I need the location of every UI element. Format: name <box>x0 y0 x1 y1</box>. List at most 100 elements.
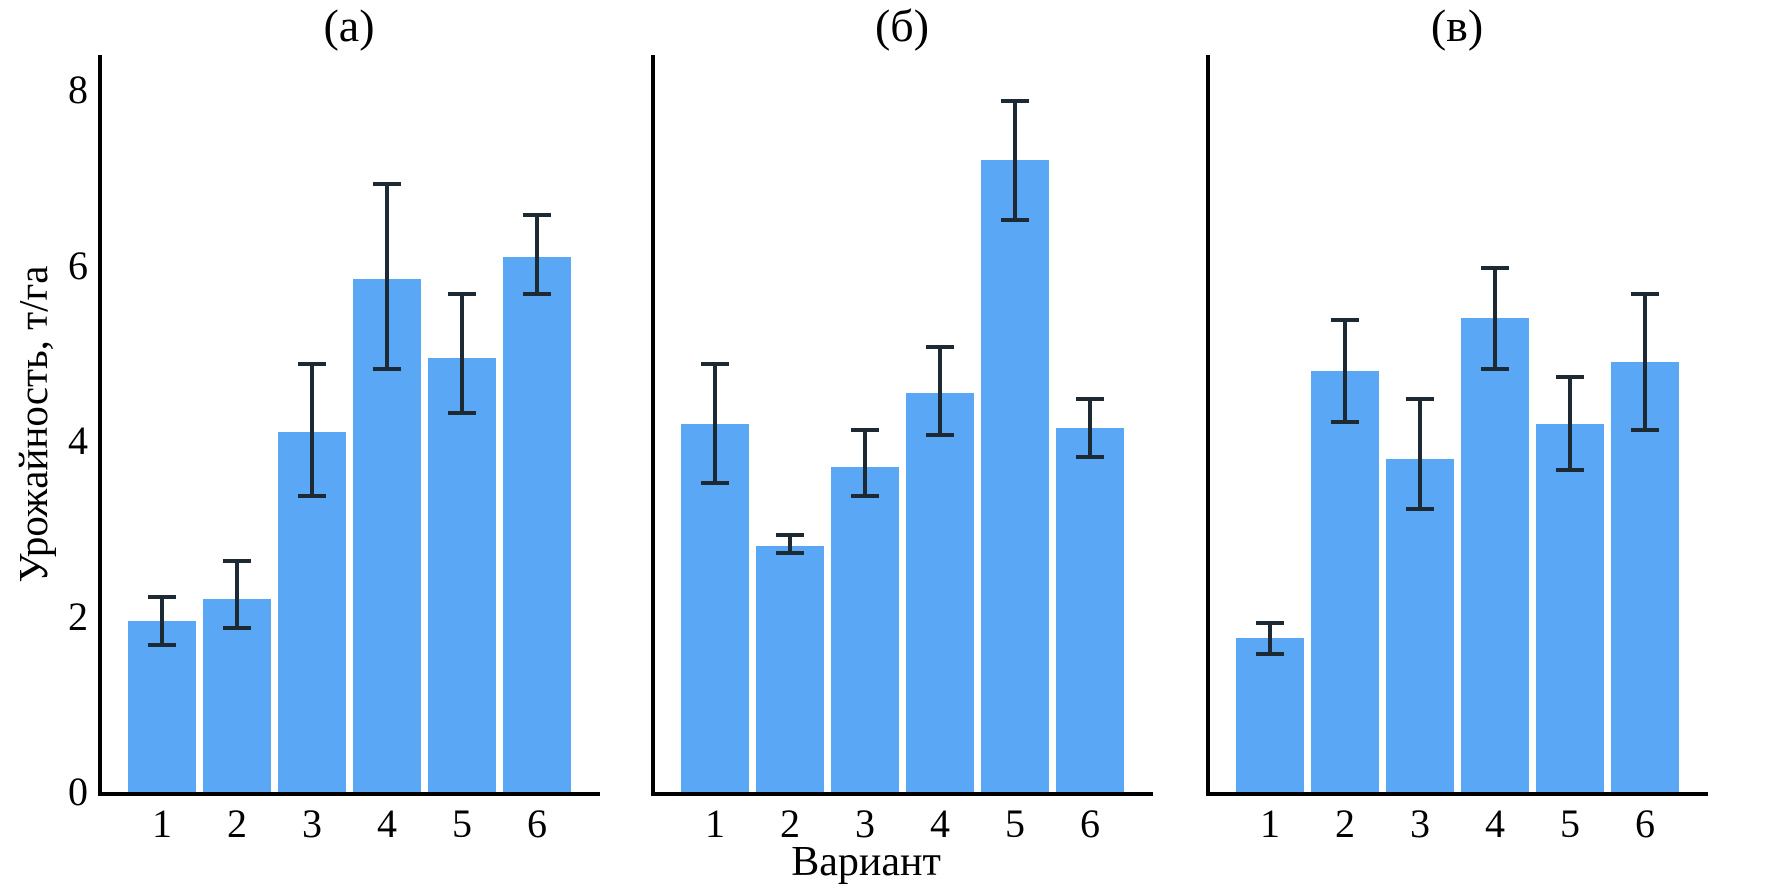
bar-b-3 <box>831 467 899 792</box>
bar-v-1 <box>1236 638 1304 792</box>
error-cap-lower-b-2 <box>776 551 804 556</box>
error-cap-upper-b-6 <box>1076 397 1104 402</box>
y-tick-label-0: 0 <box>68 769 88 814</box>
x-tick-label-v-6: 6 <box>1635 801 1655 846</box>
error-cap-lower-b-5 <box>1001 217 1029 222</box>
bar-b-1 <box>681 423 749 792</box>
error-cap-lower-v-5 <box>1556 467 1584 472</box>
error-bar-a-6 <box>535 212 539 297</box>
bar-a-2 <box>203 598 271 792</box>
error-cap-upper-v-2 <box>1331 318 1359 323</box>
error-bar-v-2 <box>1343 318 1347 424</box>
x-tick-label-a-6: 6 <box>527 801 547 846</box>
panel-a-title: (а) <box>323 0 375 51</box>
error-cap-lower-v-6 <box>1631 428 1659 433</box>
bar-v-5 <box>1536 423 1604 792</box>
error-cap-lower-b-3 <box>851 494 879 499</box>
bar-a-5 <box>428 357 496 792</box>
error-bar-a-4 <box>385 182 389 371</box>
error-bar-a-5 <box>460 291 464 415</box>
panel-v: (в) 1 2 3 4 5 6 <box>1206 0 1708 891</box>
bar-v-6 <box>1611 362 1679 792</box>
x-tick-label-a-5: 5 <box>452 801 472 846</box>
error-bar-a-1 <box>160 594 164 648</box>
error-cap-upper-a-5 <box>448 291 476 296</box>
y-tick-label-4: 4 <box>68 418 88 464</box>
error-cap-lower-v-4 <box>1481 366 1509 371</box>
error-bar-v-5 <box>1568 375 1572 472</box>
error-cap-lower-b-1 <box>701 480 729 485</box>
error-bar-b-4 <box>938 344 942 437</box>
bar-a-1 <box>128 620 196 792</box>
error-bar-b-3 <box>863 427 867 499</box>
error-bar-v-4 <box>1493 265 1497 371</box>
bar-b-2 <box>756 546 824 792</box>
error-bar-v-3 <box>1418 397 1422 512</box>
x-tick-label-a-4: 4 <box>377 801 397 846</box>
error-bar-b-6 <box>1088 397 1092 459</box>
bar-b-4 <box>906 392 974 792</box>
error-cap-lower-a-3 <box>298 494 326 499</box>
error-cap-upper-a-6 <box>523 212 551 217</box>
error-bar-v-1 <box>1268 620 1272 656</box>
bar-v-2 <box>1311 370 1379 792</box>
panel-v-title: (в) <box>1430 0 1484 51</box>
error-cap-upper-a-4 <box>373 182 401 187</box>
x-tick-label-v-3: 3 <box>1410 801 1430 846</box>
error-cap-upper-b-1 <box>701 362 729 367</box>
error-cap-upper-a-1 <box>148 594 176 599</box>
y-tick-label-2: 2 <box>68 593 88 639</box>
x-axis-label: Вариант <box>791 839 941 885</box>
panel-b-title: (б) <box>874 0 930 51</box>
error-cap-upper-b-4 <box>926 344 954 349</box>
error-cap-upper-v-5 <box>1556 375 1584 380</box>
panel-b-plot <box>651 55 1153 796</box>
bar-b-5 <box>981 160 1049 792</box>
panel-v-plot <box>1206 55 1708 796</box>
error-cap-upper-a-3 <box>298 362 326 367</box>
bar-a-6 <box>503 256 571 792</box>
error-bar-a-3 <box>310 362 314 499</box>
error-cap-lower-v-1 <box>1256 652 1284 656</box>
error-cap-lower-a-4 <box>373 366 401 371</box>
error-cap-upper-v-3 <box>1406 397 1434 402</box>
y-tick-label-6: 6 <box>68 242 88 288</box>
x-tick-label-a-3: 3 <box>302 801 322 846</box>
error-cap-lower-a-6 <box>523 292 551 297</box>
x-tick-label-v-5: 5 <box>1560 801 1580 846</box>
x-tick-label-b-4: 4 <box>930 801 950 846</box>
x-tick-label-a-2: 2 <box>227 801 247 846</box>
x-tick-label-v-2: 2 <box>1335 801 1355 846</box>
bar-b-6 <box>1056 427 1124 792</box>
error-cap-upper-b-2 <box>776 533 804 538</box>
x-tick-label-a-1: 1 <box>152 801 172 846</box>
x-tick-label-v-1: 1 <box>1260 801 1280 846</box>
y-tick-label-8: 8 <box>68 67 88 113</box>
error-cap-lower-a-2 <box>223 625 251 630</box>
error-cap-upper-b-5 <box>1001 98 1029 103</box>
error-cap-upper-a-2 <box>223 559 251 564</box>
error-cap-upper-v-4 <box>1481 265 1509 270</box>
x-tick-label-b-6: 6 <box>1080 801 1100 846</box>
error-cap-lower-v-3 <box>1406 507 1434 512</box>
x-tick-label-b-1: 1 <box>705 801 725 846</box>
error-cap-lower-b-4 <box>926 432 954 437</box>
error-cap-lower-a-5 <box>448 410 476 415</box>
error-cap-lower-v-2 <box>1331 419 1359 424</box>
bar-v-4 <box>1461 318 1529 792</box>
error-bar-b-2 <box>788 533 792 556</box>
panel-b: (б) 1 2 3 4 5 6 <box>651 0 1153 891</box>
error-bar-b-1 <box>713 362 717 485</box>
error-cap-upper-v-1 <box>1256 620 1284 625</box>
panel-a: (а) 1 2 3 4 5 6 0 2 4 6 8 <box>68 0 600 891</box>
x-tick-label-b-2: 2 <box>780 801 800 846</box>
x-tick-label-b-3: 3 <box>855 801 875 846</box>
error-cap-lower-a-1 <box>148 643 176 648</box>
error-bar-b-5 <box>1013 98 1017 222</box>
x-tick-label-v-4: 4 <box>1485 801 1505 846</box>
x-tick-label-b-5: 5 <box>1005 801 1025 846</box>
error-cap-upper-b-3 <box>851 427 879 432</box>
bar-v-3 <box>1386 458 1454 792</box>
panel-a-plot <box>98 55 600 796</box>
